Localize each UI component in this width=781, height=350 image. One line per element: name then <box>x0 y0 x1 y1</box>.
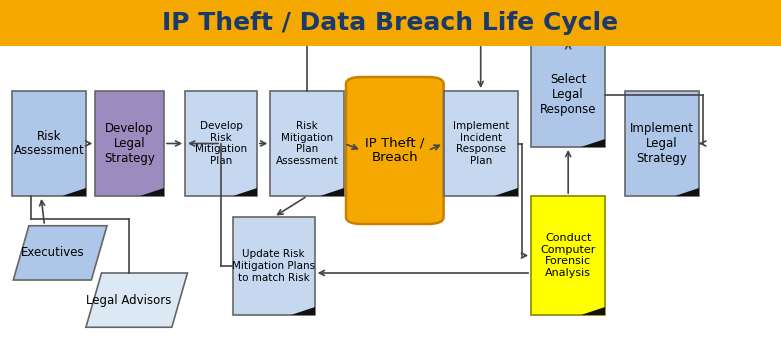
Polygon shape <box>13 226 107 280</box>
FancyBboxPatch shape <box>444 91 518 196</box>
Text: Legal Advisors: Legal Advisors <box>86 294 172 307</box>
Polygon shape <box>86 273 187 327</box>
Text: Executives: Executives <box>20 246 84 259</box>
FancyBboxPatch shape <box>531 196 605 315</box>
Text: Risk
Assessment: Risk Assessment <box>13 130 84 158</box>
Text: Implement
Legal
Strategy: Implement Legal Strategy <box>630 122 694 165</box>
FancyBboxPatch shape <box>12 91 86 196</box>
Text: IP Theft /
Breach: IP Theft / Breach <box>365 136 425 164</box>
FancyBboxPatch shape <box>270 91 344 196</box>
Polygon shape <box>233 188 257 196</box>
Text: Implement
Incident
Response
Plan: Implement Incident Response Plan <box>452 121 509 166</box>
Text: Develop
Risk
Mitigation
Plan: Develop Risk Mitigation Plan <box>195 121 247 166</box>
Polygon shape <box>675 188 699 196</box>
Polygon shape <box>320 188 344 196</box>
FancyBboxPatch shape <box>625 91 699 196</box>
Text: Select
Legal
Response: Select Legal Response <box>540 73 597 116</box>
FancyBboxPatch shape <box>185 91 257 196</box>
Polygon shape <box>581 139 605 147</box>
Polygon shape <box>581 307 605 315</box>
FancyBboxPatch shape <box>0 0 781 46</box>
Text: Risk
Mitigation
Plan
Assessment: Risk Mitigation Plan Assessment <box>276 121 339 166</box>
FancyBboxPatch shape <box>346 77 444 224</box>
FancyBboxPatch shape <box>531 42 605 147</box>
Text: IP Theft / Data Breach Life Cycle: IP Theft / Data Breach Life Cycle <box>162 11 619 35</box>
FancyBboxPatch shape <box>95 91 164 196</box>
Text: Update Risk
Mitigation Plans
to match Risk: Update Risk Mitigation Plans to match Ri… <box>232 250 316 282</box>
Polygon shape <box>140 188 164 196</box>
Polygon shape <box>62 188 86 196</box>
Polygon shape <box>494 188 518 196</box>
Text: Conduct
Computer
Forensic
Analysis: Conduct Computer Forensic Analysis <box>540 233 596 278</box>
Polygon shape <box>291 307 315 315</box>
FancyBboxPatch shape <box>233 217 315 315</box>
Text: Develop
Legal
Strategy: Develop Legal Strategy <box>104 122 155 165</box>
